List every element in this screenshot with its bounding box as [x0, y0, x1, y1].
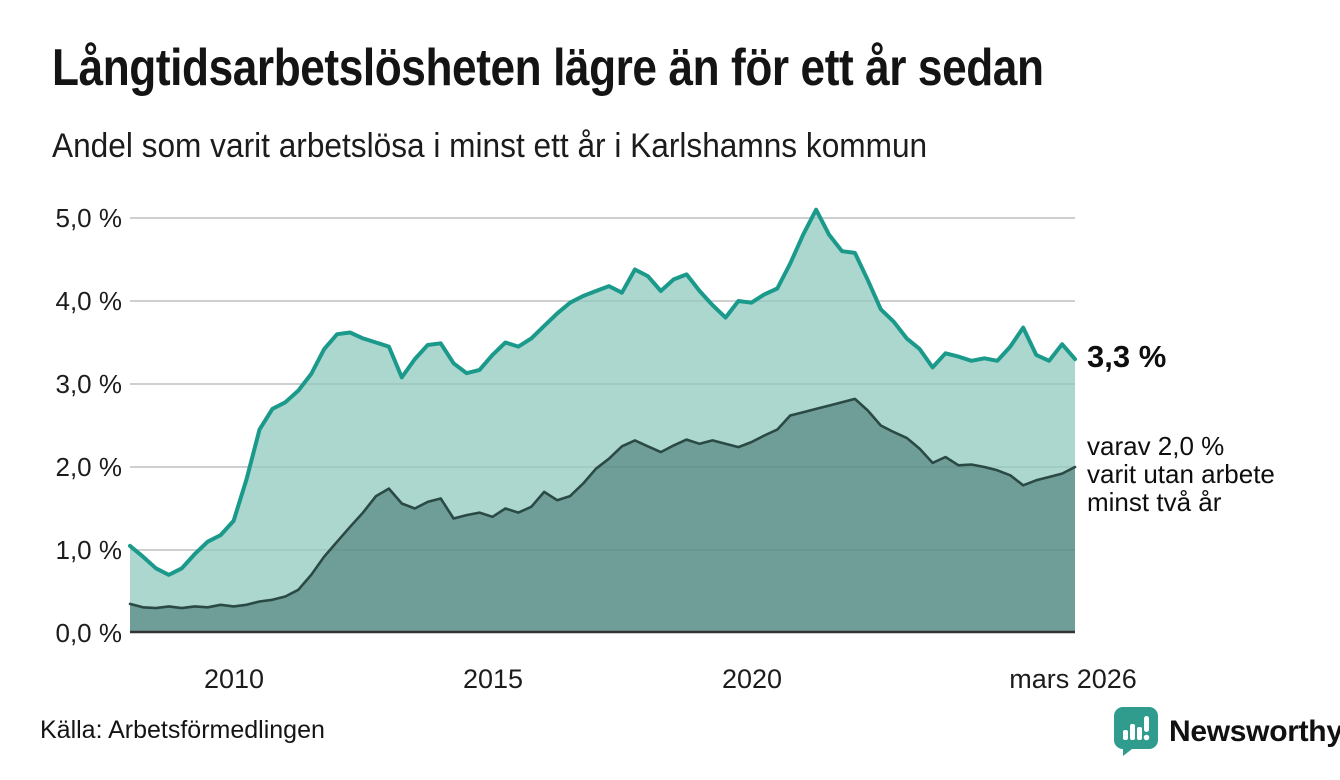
x-tick-label: 2010 [203, 664, 265, 694]
page-title: Långtidsarbetslösheten lägre än för ett … [52, 39, 1044, 97]
newsworthy-logo: Newsworthy [1113, 706, 1340, 756]
one-year-line [128, 207, 1077, 577]
two-year-area [130, 398, 1075, 633]
y-tick-label: 3,0 % [55, 369, 123, 399]
x-tick-label: 2020 [721, 664, 783, 694]
y-tick-label: 2,0 % [55, 452, 123, 482]
chart-subtitle: Andel som varit arbetslösa i minst ett å… [52, 127, 928, 165]
newsworthy-wordmark: Newsworthy [1169, 715, 1340, 748]
annotation-line: varit utan arbete [1087, 459, 1275, 489]
x-tick-label: mars 2026 [1009, 664, 1137, 694]
two-year-annotation: varav 2,0 % varit utan arbete minst två … [1087, 432, 1337, 516]
x-tick-label: 2015 [462, 664, 524, 694]
source-note: Källa: Arbetsförmedlingen [40, 716, 325, 744]
annotation-line: varav 2,0 % [1087, 431, 1225, 461]
y-tick-label: 5,0 % [55, 203, 123, 233]
plot-svg [128, 207, 1077, 634]
y-tick-label: 0,0 % [55, 618, 123, 648]
latest-value-label: 3,3 % [1087, 339, 1167, 374]
y-tick-label: 4,0 % [55, 286, 123, 316]
annotation-line: minst två år [1087, 487, 1222, 517]
speech-bubble-shape [1114, 707, 1158, 756]
gridlines-over [130, 217, 1075, 551]
two-year-line [128, 397, 1077, 610]
newsworthy-bubble-chart-icon [1114, 707, 1158, 756]
y-tick-label: 1,0 % [55, 535, 123, 565]
